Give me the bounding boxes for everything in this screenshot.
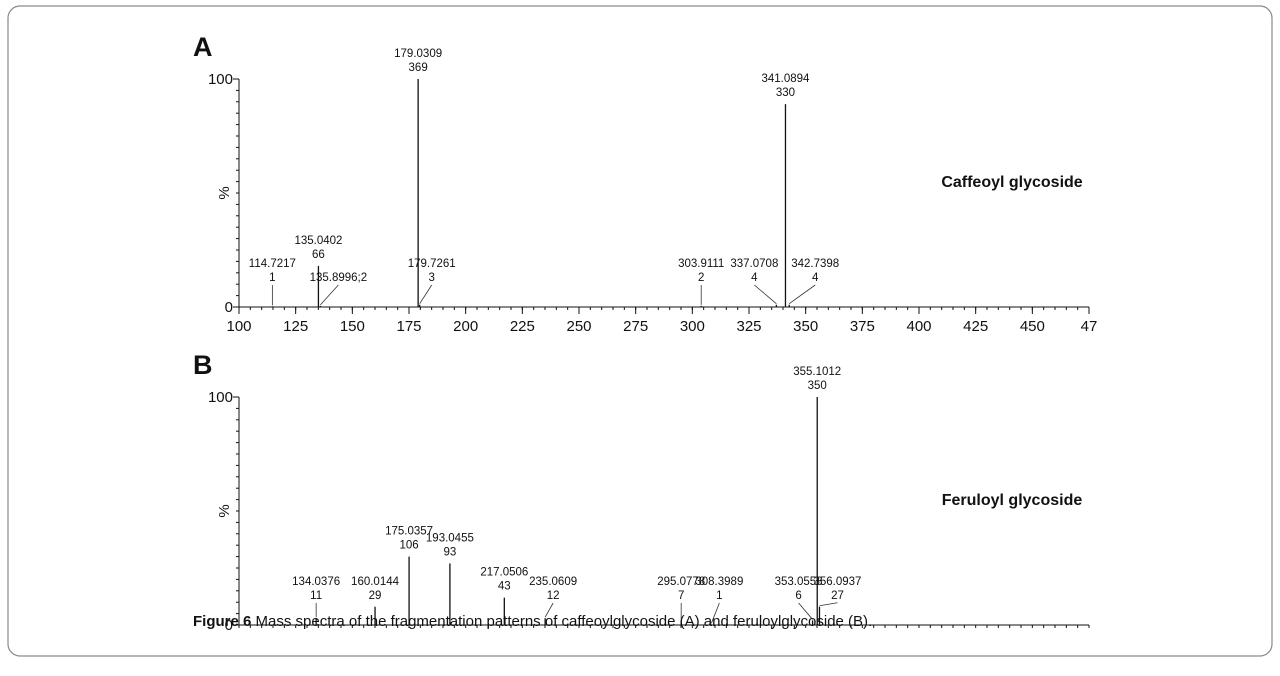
peak-label: 356.0937 xyxy=(813,576,861,588)
peak-label: 11 xyxy=(310,590,322,602)
peak-label: 217.0506 xyxy=(480,567,528,579)
peak-label: 12 xyxy=(547,590,560,602)
x-tick-label: 100 xyxy=(226,318,251,335)
peak-label: 4 xyxy=(751,272,758,284)
caption-text: Mass spectra of the fragmentation patter… xyxy=(256,613,873,630)
x-tick-label: 450 xyxy=(1020,318,1045,335)
x-tick-label: 150 xyxy=(340,318,365,335)
peak-label: 308.3989 xyxy=(695,576,743,588)
series-name: Caffeoyl glycoside xyxy=(941,174,1082,191)
peak-label: 135.0402 xyxy=(294,235,342,247)
peak-label: 6 xyxy=(795,590,801,602)
leader xyxy=(710,602,720,624)
peak-label: 114.7217 xyxy=(249,258,296,270)
leader xyxy=(320,284,339,306)
peak-label: 1 xyxy=(716,590,722,602)
peak-label: 353.0558 xyxy=(775,576,823,588)
peak-label: 66 xyxy=(312,249,325,261)
peak-label: 369 xyxy=(409,62,428,74)
leader xyxy=(754,284,777,305)
leader xyxy=(544,602,554,618)
caption: Figure 6 Mass spectra of the fragmentati… xyxy=(193,613,872,630)
y-tick-label: 0 xyxy=(225,617,233,634)
x-tick-label: 125 xyxy=(283,318,308,335)
panel-letter: B xyxy=(193,350,213,380)
x-tick-label: 425 xyxy=(963,318,988,335)
x-tick-label: 300 xyxy=(680,318,705,335)
x-tick-label: 350 xyxy=(793,318,818,335)
leader xyxy=(798,602,813,620)
y-tick-label: 0 xyxy=(225,299,233,316)
peak-label: 93 xyxy=(444,546,457,558)
y-tick-label: 100 xyxy=(208,71,233,88)
peak-label: 337.0708 xyxy=(730,258,778,270)
caption-label: Figure 6 xyxy=(193,613,251,630)
peak-label: 179.0309 xyxy=(394,48,442,60)
x-tick-label: 250 xyxy=(566,318,591,335)
peak-label: 3 xyxy=(429,272,435,284)
y-axis-label: % xyxy=(216,186,233,199)
peak-label: 29 xyxy=(369,590,382,602)
peak-label: 27 xyxy=(831,590,844,602)
x-tick-label: 175 xyxy=(396,318,421,335)
x-tick-label: 200 xyxy=(453,318,478,335)
peak-label: 1 xyxy=(269,272,275,284)
peak-label: 342.7398 xyxy=(791,258,839,270)
x-tick-label: 375 xyxy=(850,318,875,335)
peak-label: 134.0376 xyxy=(292,576,340,588)
peak-label: 175.0357 xyxy=(385,526,433,538)
peak-label: 295.0778 xyxy=(657,576,705,588)
panel-letter: A xyxy=(193,32,213,62)
leader xyxy=(788,284,816,305)
peak-label: 4 xyxy=(812,272,819,284)
leader xyxy=(819,602,838,607)
x-tick-label: 325 xyxy=(736,318,761,335)
peak-label: 135.8996;2 xyxy=(310,272,368,284)
peak-label: 7 xyxy=(678,590,684,602)
peak-label: 2 xyxy=(698,272,704,284)
peak-label: 235.0609 xyxy=(529,576,577,588)
peak-label: 350 xyxy=(808,380,827,392)
x-tick-label: 47 xyxy=(1081,318,1098,335)
leader xyxy=(419,284,433,304)
series-name: Feruloyl glycoside xyxy=(942,492,1083,509)
peak-label: 43 xyxy=(498,581,511,593)
x-tick-label: 400 xyxy=(906,318,931,335)
peak-label: 355.1012 xyxy=(793,366,841,378)
peak-label: 303.9111 xyxy=(678,258,724,270)
peak-label: 179.7261 xyxy=(408,258,456,270)
x-tick-label: 225 xyxy=(510,318,535,335)
x-tick-label: 275 xyxy=(623,318,648,335)
peak-label: 341.0894 xyxy=(761,73,810,85)
peak-label: 106 xyxy=(399,540,418,552)
peak-label: 330 xyxy=(776,87,795,99)
frame xyxy=(7,5,1273,657)
y-axis-label: % xyxy=(216,504,233,517)
y-tick-label: 100 xyxy=(208,389,233,406)
peak-label: 160.0144 xyxy=(351,576,400,588)
peak-label: 193.0455 xyxy=(426,532,474,544)
